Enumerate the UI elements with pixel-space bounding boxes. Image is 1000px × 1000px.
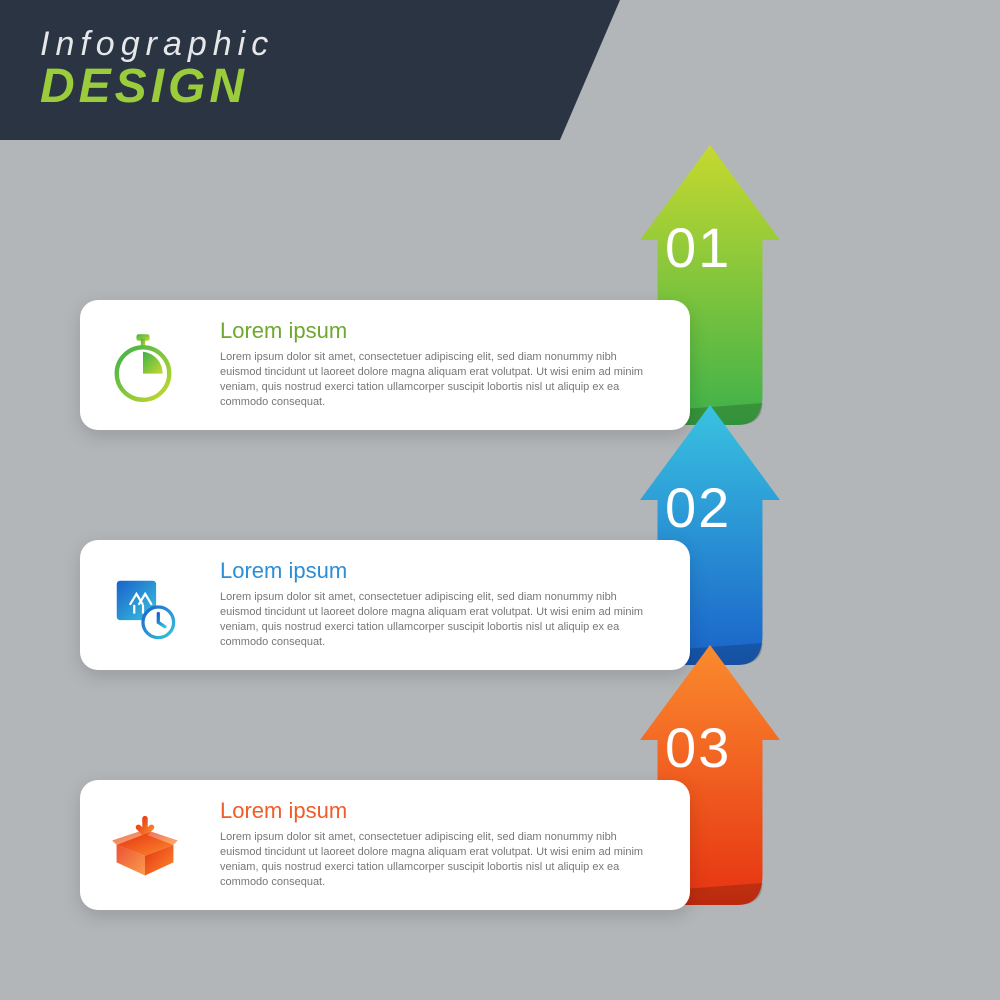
card-body: Lorem ipsum dolor sit amet, consectetuer…	[220, 830, 650, 889]
card-2: Lorem ipsum Lorem ipsum dolor sit amet, …	[80, 540, 690, 670]
infographic-item-3: Lorem ipsum Lorem ipsum dolor sit amet, …	[80, 780, 840, 910]
card-body: Lorem ipsum dolor sit amet, consectetuer…	[220, 350, 650, 409]
card-body: Lorem ipsum dolor sit amet, consectetuer…	[220, 590, 650, 649]
stopwatch-icon	[108, 332, 188, 402]
step-number-3: 03	[665, 715, 731, 780]
card-3: Lorem ipsum Lorem ipsum dolor sit amet, …	[80, 780, 690, 910]
box-clock-icon	[108, 572, 188, 642]
card-1: Lorem ipsum Lorem ipsum dolor sit amet, …	[80, 300, 690, 430]
card-title: Lorem ipsum	[220, 318, 650, 344]
card-title: Lorem ipsum	[220, 798, 650, 824]
card-title: Lorem ipsum	[220, 558, 650, 584]
step-number-2: 02	[665, 475, 731, 540]
header-line2: DESIGN	[40, 64, 520, 110]
header-line1: Infographic	[40, 25, 520, 64]
step-number-1: 01	[665, 215, 731, 280]
open-box-icon	[108, 812, 188, 882]
header: Infographic DESIGN	[0, 0, 560, 140]
